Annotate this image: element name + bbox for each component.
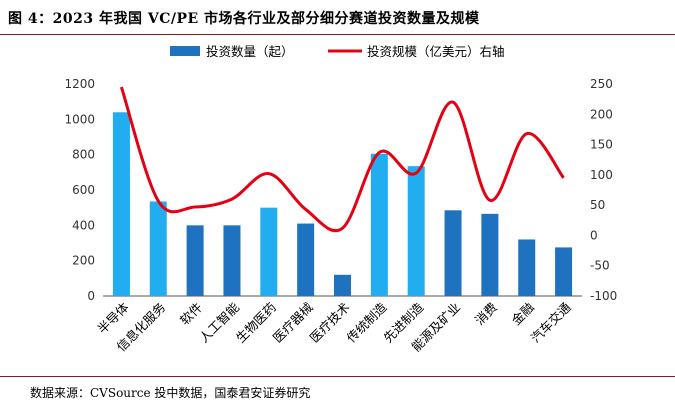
- chart-legend: 投资数量（起） 投资规模（亿美元）右轴: [170, 44, 505, 59]
- y-right-tick-label: 50: [590, 198, 605, 212]
- category-label: 消费: [472, 300, 500, 328]
- source-note: 数据来源：CVSource 投中数据，国泰君安证券研究: [30, 386, 311, 400]
- category-label: 软件: [177, 300, 205, 328]
- y-left-tick-label: 600: [72, 183, 95, 197]
- line-series: [119, 86, 565, 233]
- y-left-tick-label: 800: [72, 148, 95, 162]
- bar-series: [112, 112, 573, 297]
- title-rule: [0, 34, 675, 35]
- bar: [334, 274, 351, 296]
- y-left-tick-label: 0: [87, 289, 95, 303]
- y-right-tick-label: 250: [590, 77, 613, 91]
- y-left-tick-label: 1000: [64, 112, 95, 126]
- y-right-tick-label: 200: [590, 107, 613, 121]
- bar: [260, 207, 278, 296]
- y-right-tick-label: 150: [590, 138, 613, 152]
- bar: [186, 225, 204, 296]
- y-left-tick-label: 1200: [64, 77, 95, 91]
- y-left-tick-label: 400: [72, 218, 95, 232]
- source-rule: [0, 376, 675, 377]
- bar: [555, 247, 573, 296]
- category-label: 汽车交通: [528, 299, 574, 345]
- legend-line-label: 投资规模（亿美元）右轴: [367, 44, 505, 59]
- legend-bar-label: 投资数量（起）: [206, 44, 294, 59]
- bar: [481, 213, 499, 296]
- chart-title: 图 4：2023 年我国 VC/PE 市场各行业及部分细分赛道投资数量及规模: [8, 11, 480, 27]
- line-series-path: [119, 86, 565, 233]
- y-right-tick-label: -50: [590, 259, 610, 273]
- category-label: 金融: [509, 299, 538, 328]
- y-right-tick-label: -100: [590, 289, 617, 303]
- y-right-tick-label: 0: [590, 228, 598, 242]
- chart-axes: 0 200 400 600 800 1000 1200 -100 -50 0 50 100 150 200…: [64, 77, 617, 303]
- category-label: 生物医药: [233, 300, 279, 346]
- category-labels: 半导体信息化服务 软件人工智能生物医药医疗器械医疗技术传统制造先进制造能源及矿业消…: [94, 299, 574, 354]
- bar: [444, 210, 462, 296]
- bar: [518, 239, 536, 296]
- combo-chart: 投资数量（起） 投资规模（亿美元）右轴 020040060080010001200…: [64, 44, 617, 354]
- bar: [223, 225, 241, 296]
- bar: [407, 166, 425, 296]
- bar: [149, 201, 167, 296]
- legend-bar-swatch: [170, 46, 200, 56]
- y-left-tick-label: 200: [72, 254, 95, 268]
- bar: [297, 223, 315, 296]
- y-right-tick-label: 100: [590, 168, 613, 182]
- bar: [370, 153, 388, 296]
- bar: [112, 112, 130, 297]
